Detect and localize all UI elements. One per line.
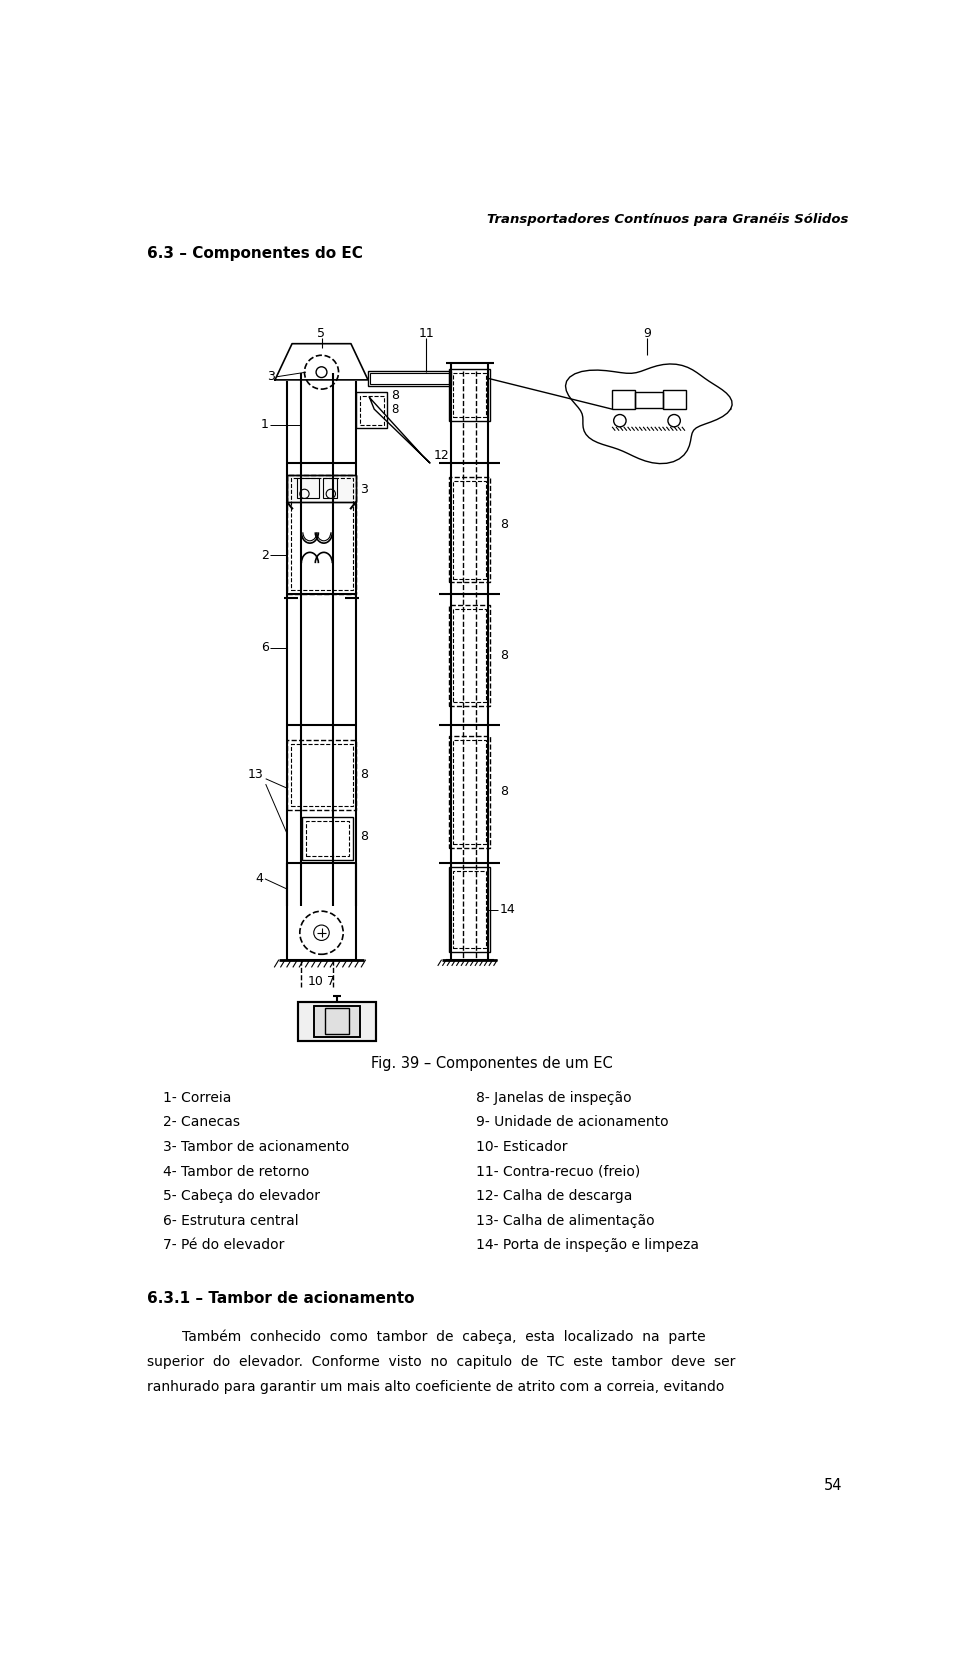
Text: 6.3.1 – Tambor de acionamento: 6.3.1 – Tambor de acionamento	[147, 1291, 415, 1306]
Bar	[325, 1008, 348, 1035]
Bar	[302, 817, 352, 860]
Bar	[306, 822, 348, 855]
Text: 6.3 – Componentes do EC: 6.3 – Componentes do EC	[147, 247, 363, 262]
Bar	[287, 475, 356, 594]
Text: 8: 8	[360, 768, 369, 781]
Bar	[371, 372, 449, 384]
Bar	[287, 475, 356, 501]
Text: 8: 8	[500, 649, 508, 662]
Bar	[287, 740, 356, 810]
Text: 14: 14	[500, 904, 516, 916]
Text: 3: 3	[360, 483, 368, 496]
Text: 11: 11	[419, 327, 434, 340]
Text: superior  do  elevador.  Conforme  visto  no  capitulo  de  TC  este  tambor  de: superior do elevador. Conforme visto no …	[147, 1355, 735, 1368]
Text: 54: 54	[824, 1477, 842, 1493]
Text: 9- Unidade de acionamento: 9- Unidade de acionamento	[476, 1115, 669, 1129]
Bar	[453, 740, 486, 844]
Bar	[453, 870, 486, 948]
Bar	[299, 1003, 375, 1040]
Text: 7: 7	[326, 974, 335, 988]
Bar	[448, 476, 491, 582]
Text: Fig. 39 – Componentes de um EC: Fig. 39 – Componentes de um EC	[372, 1057, 612, 1072]
Text: 12- Calha de descarga: 12- Calha de descarga	[476, 1189, 633, 1202]
Text: 3: 3	[267, 371, 275, 384]
Bar	[448, 867, 491, 953]
Text: 13: 13	[248, 768, 263, 781]
Text: 10- Esticador: 10- Esticador	[476, 1140, 568, 1154]
Bar	[314, 1006, 360, 1036]
Text: 11- Contra-recuo (freio): 11- Contra-recuo (freio)	[476, 1164, 640, 1179]
Bar	[368, 371, 451, 386]
Bar	[612, 389, 636, 409]
Bar	[453, 481, 486, 579]
Text: 7- Pé do elevador: 7- Pé do elevador	[162, 1238, 284, 1253]
Text: 1- Correia: 1- Correia	[162, 1090, 231, 1105]
Text: 6- Estrutura central: 6- Estrutura central	[162, 1214, 299, 1228]
Bar	[453, 609, 486, 701]
Text: 9: 9	[643, 327, 651, 340]
Bar	[356, 392, 388, 428]
Text: 14- Porta de inspeção e limpeza: 14- Porta de inspeção e limpeza	[476, 1238, 700, 1253]
Text: 12: 12	[434, 449, 449, 461]
Text: 5- Cabeça do elevador: 5- Cabeça do elevador	[162, 1189, 320, 1202]
Text: 13- Calha de alimentação: 13- Calha de alimentação	[476, 1214, 655, 1228]
Text: 8: 8	[500, 785, 508, 798]
Bar	[314, 1006, 360, 1036]
Text: 4: 4	[255, 872, 263, 885]
Text: ranhurado para garantir um mais alto coeficiente de atrito com a correia, evitan: ranhurado para garantir um mais alto coe…	[147, 1380, 725, 1394]
Bar	[448, 605, 491, 706]
Bar	[299, 1003, 375, 1040]
Text: Transportadores Contínuos para Granéis Sólidos: Transportadores Contínuos para Granéis S…	[487, 213, 849, 226]
Text: 8: 8	[500, 518, 508, 532]
Text: 1: 1	[261, 418, 269, 431]
Text: 4- Tambor de retorno: 4- Tambor de retorno	[162, 1164, 309, 1179]
Text: 3- Tambor de acionamento: 3- Tambor de acionamento	[162, 1140, 349, 1154]
Bar	[449, 369, 490, 421]
Text: Também  conhecido  como  tambor  de  cabeça,  esta  localizado  na  parte: Também conhecido como tambor de cabeça, …	[147, 1330, 706, 1343]
Bar	[287, 475, 356, 501]
Text: 8: 8	[360, 830, 369, 844]
Text: 2- Canecas: 2- Canecas	[162, 1115, 240, 1129]
Text: 10: 10	[307, 974, 324, 988]
Text: 8- Janelas de inspeção: 8- Janelas de inspeção	[476, 1090, 632, 1105]
Text: 2: 2	[261, 548, 269, 562]
Bar	[297, 478, 319, 498]
Bar	[291, 745, 352, 805]
Bar	[662, 389, 685, 409]
Bar	[448, 736, 491, 849]
Text: 8: 8	[392, 402, 398, 416]
Bar	[291, 478, 352, 590]
Bar	[636, 392, 662, 408]
Bar	[453, 372, 486, 418]
Text: 8: 8	[392, 389, 399, 402]
Bar	[324, 478, 337, 498]
Bar	[360, 396, 383, 424]
Text: 5: 5	[318, 327, 325, 340]
Text: 6: 6	[261, 641, 269, 654]
